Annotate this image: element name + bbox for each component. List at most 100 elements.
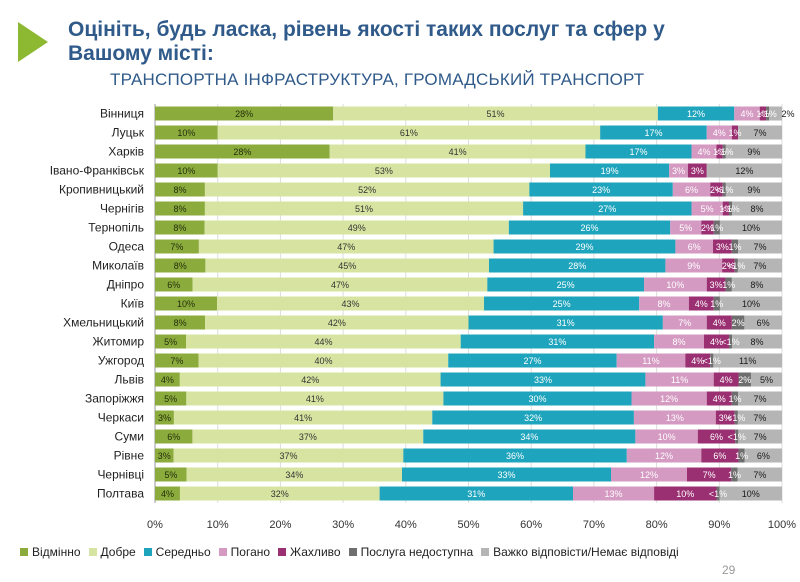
data-label: 31%	[467, 489, 485, 499]
bar-segment	[715, 410, 735, 425]
data-label: 17%	[629, 147, 647, 157]
data-label: 8%	[751, 337, 764, 347]
bar-segment	[432, 410, 634, 425]
bar-segment	[155, 125, 218, 140]
data-label: 34%	[285, 470, 303, 480]
bar-segment	[670, 220, 702, 235]
bar-segment	[635, 429, 698, 444]
data-label: 6%	[167, 432, 180, 442]
data-label: 45%	[338, 261, 356, 271]
bar-segment	[737, 258, 782, 273]
data-label: 29%	[575, 242, 593, 252]
bar-segment	[769, 106, 782, 121]
stacked-bar-chart: 0% 10% 20% 30% 40% 50% 60% 70% 80% 90% 100% Вінниця…	[50, 104, 796, 531]
bar-segment	[155, 163, 218, 178]
bar-segment	[611, 467, 687, 482]
data-label: 3%	[719, 413, 732, 423]
x-tick-label: 20%	[269, 519, 291, 531]
bar-segment	[186, 391, 444, 406]
bar-segment	[722, 182, 726, 197]
data-label: 8%	[750, 280, 763, 290]
data-label: 23%	[592, 185, 610, 195]
legend-label: Послуга недоступна	[360, 545, 474, 559]
bar-segment	[173, 410, 433, 425]
data-label: 47%	[337, 242, 355, 252]
bar-segment	[731, 467, 738, 482]
data-label: 12%	[640, 470, 658, 480]
bar-segment	[155, 315, 206, 330]
data-label: 41%	[294, 413, 312, 423]
data-label: 1%	[719, 204, 732, 214]
data-label: 6%	[685, 185, 698, 195]
legend-label: Середньо	[155, 545, 211, 559]
bar-segment	[657, 106, 735, 121]
data-label: 40%	[314, 356, 332, 366]
data-label: 4%	[698, 147, 711, 157]
category-label: Тернопіль	[88, 221, 144, 235]
bar-segment	[198, 239, 494, 254]
bar-segment	[155, 201, 205, 216]
bar-segment	[672, 182, 711, 197]
category-label: Івано-Франківськ	[50, 164, 145, 178]
bar-segment	[688, 296, 714, 311]
data-label: 5%	[164, 394, 177, 404]
data-label: 28%	[233, 147, 251, 157]
bar-segment	[675, 239, 714, 254]
bar-segment	[403, 448, 627, 463]
data-label: 26%	[581, 223, 599, 233]
category-label: Суми	[115, 430, 144, 444]
bar-segment	[155, 239, 199, 254]
data-label: 4%	[710, 337, 723, 347]
data-label: 9%	[747, 185, 760, 195]
bar-segment	[205, 258, 489, 273]
bar-segment	[173, 448, 404, 463]
bar-segment	[645, 372, 714, 387]
data-label: 10%	[676, 489, 694, 499]
legend-label: Погано	[230, 545, 271, 559]
bar-segment	[738, 391, 782, 406]
data-label: 8%	[173, 185, 186, 195]
data-label: 47%	[331, 280, 349, 290]
data-label: 17%	[644, 128, 662, 138]
data-label: <1%	[727, 261, 745, 271]
category-label: Харків	[108, 145, 144, 159]
data-label: <1%	[727, 413, 745, 423]
data-label: 34%	[520, 432, 538, 442]
data-label: 37%	[279, 451, 297, 461]
bar-segment	[750, 372, 782, 387]
bar-segment	[697, 429, 736, 444]
data-label: 7%	[754, 128, 767, 138]
data-label: <1%	[715, 147, 733, 157]
bar-segment	[732, 201, 782, 216]
data-label: 1%	[735, 451, 748, 461]
data-label: 42%	[301, 375, 319, 385]
bar-segment	[738, 125, 782, 140]
data-label: 42%	[328, 318, 346, 328]
bar-segment	[639, 296, 689, 311]
category-label: Чернівці	[97, 468, 144, 482]
data-label: 43%	[342, 299, 360, 309]
bar-segment	[550, 163, 670, 178]
bar-segment	[738, 448, 745, 463]
category-label: Київ	[121, 297, 144, 311]
data-label: <1%	[715, 185, 733, 195]
bar-segment	[626, 448, 702, 463]
bar-segment	[217, 125, 601, 140]
bar-segment	[402, 467, 611, 482]
bar-segment	[529, 182, 673, 197]
bar-segment	[685, 353, 711, 368]
bar-segment	[665, 258, 723, 273]
legend-label: Важко відповісти/Немає відповіді	[493, 545, 679, 559]
data-label: 6%	[757, 318, 770, 328]
data-label: 11%	[671, 375, 688, 385]
data-label: 13%	[666, 413, 684, 423]
data-label: 7%	[170, 356, 183, 366]
legend-label: Добре	[100, 545, 136, 559]
data-label: <1%	[759, 109, 777, 119]
bar-segment	[155, 410, 174, 425]
data-label: 7%	[703, 470, 716, 480]
data-label: 7%	[678, 318, 691, 328]
legend-swatch	[20, 548, 28, 556]
bar-segment	[731, 315, 745, 330]
page-title: Оцініть, будь ласка, рівень якості таких…	[68, 18, 665, 65]
